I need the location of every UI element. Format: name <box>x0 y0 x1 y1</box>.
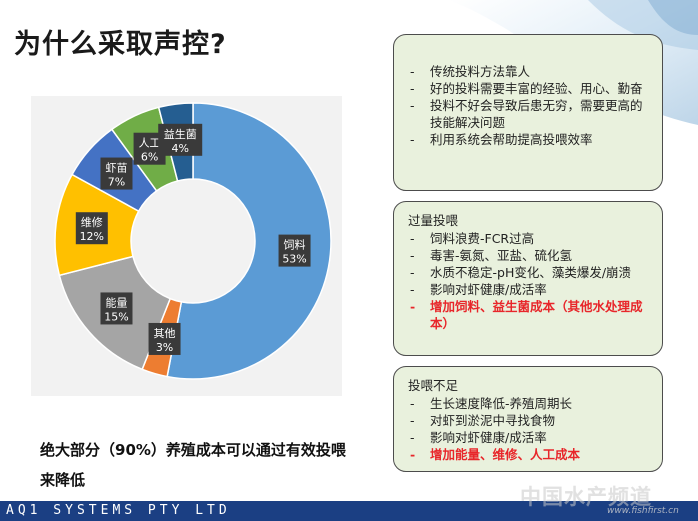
list-item-highlight: 增加能量、维修、人工成本 <box>408 446 650 463</box>
overfeeding-box: 过量投喂 饲料浪费-FCR过高 毒害-氨氮、亚盐、硫化氢 水质不稳定-pH变化、… <box>393 201 663 356</box>
list-item: 水质不稳定-pH变化、藻类爆发/崩溃 <box>408 264 650 281</box>
watermark-url: www.fishfirst.cn <box>607 506 679 516</box>
donut-slice-0 <box>166 102 332 380</box>
label-background <box>148 322 181 355</box>
list-item: 影响对虾健康/成活率 <box>408 429 650 446</box>
slice-percent-label: 6% <box>141 151 158 164</box>
label-background <box>75 212 108 245</box>
list-item: 对虾到淤泥中寻找食物 <box>408 412 650 429</box>
list-item-highlight: 增加饲料、益生菌成本（其他水处理成本） <box>408 298 650 332</box>
list-item: 饲料浪费-FCR过高 <box>408 230 650 247</box>
list-item: 影响对虾健康/成活率 <box>408 281 650 298</box>
reasons-box: 传统投料方法靠人 好的投料需要丰富的经验、用心、勤奋 投料不好会导致后患无穷，需… <box>393 34 663 191</box>
slice-category-label: 维修 <box>81 215 103 229</box>
slice-category-label: 其他 <box>154 327 176 340</box>
label-background <box>100 292 133 325</box>
underfeeding-box: 投喂不足 生长速度降低-养殖周期长 对虾到淤泥中寻找食物 影响对虾健康/成活率 … <box>393 366 663 472</box>
box-heading: 投喂不足 <box>408 378 459 393</box>
label-background <box>100 157 133 190</box>
slice-category-label: 益生菌 <box>164 127 197 141</box>
slide-title: 为什么采取声控? <box>14 29 227 60</box>
slice-percent-label: 15% <box>104 310 128 323</box>
donut-label-1: 其他3% <box>148 322 181 355</box>
slice-percent-label: 4% <box>171 142 188 155</box>
slice-category-label: 虾苗 <box>105 162 127 175</box>
conclusion-text: 绝大部分（90%）养殖成本可以通过有效投喂来降低 <box>40 441 346 489</box>
list-item: 传统投料方法靠人 <box>408 63 650 80</box>
chart-panel: 饲料 53% 其他 3% 能量 15% 维修 12% 虾苗 7% 人工 6% 益生菌 4% <box>31 96 342 396</box>
slice-category-label: 饲料 <box>284 238 306 252</box>
watermark-logo: 中国水产频道 <box>520 485 652 509</box>
footer-company-name: AQ1 SYSTEMS PTY LTD <box>6 503 231 518</box>
slice-percent-label: 3% <box>156 341 173 354</box>
list-item: 利用系统会帮助提高投喂效率 <box>408 131 650 148</box>
list-item: 生长速度降低-养殖周期长 <box>408 395 650 412</box>
footer-bar: AQ1 SYSTEMS PTY LTD <box>0 501 698 521</box>
donut-label-4: 虾苗7% <box>100 157 133 190</box>
slice-category-label: 能量 <box>105 295 127 309</box>
label-background <box>278 234 311 267</box>
slice-percent-label: 7% <box>108 176 125 189</box>
slice-category-label: 人工 <box>139 137 161 150</box>
slice-percent-label: 53% <box>282 253 306 266</box>
box-heading: 过量投喂 <box>408 213 459 228</box>
list-item: 投料不好会导致后患无穷，需要更高的技能解决问题 <box>408 97 650 131</box>
list-item: 好的投料需要丰富的经验、用心、勤奋 <box>408 80 650 97</box>
slice-percent-label: 12% <box>80 230 104 243</box>
label-background <box>158 123 203 156</box>
list-item: 毒害-氨氮、亚盐、硫化氢 <box>408 247 650 264</box>
